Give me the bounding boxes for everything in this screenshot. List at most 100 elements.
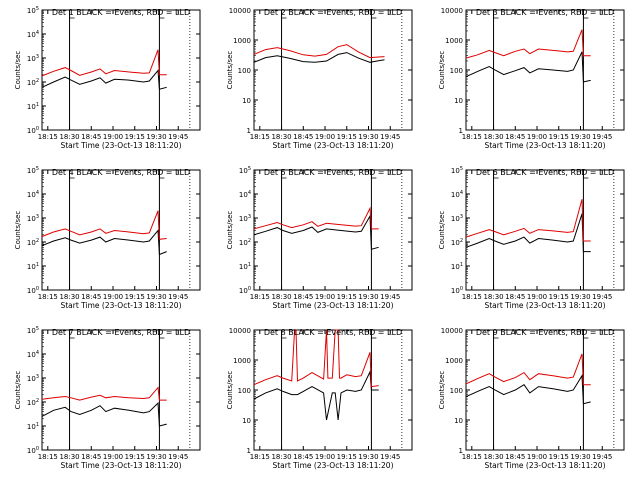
y-tick-label: 105 [451, 166, 463, 175]
series-lld [465, 353, 591, 386]
x-tick-label: 18:45 [505, 453, 525, 461]
y-tick-label: 104 [451, 190, 463, 199]
y-tick-label: 102 [27, 398, 39, 407]
x-tick-label: 19:15 [337, 293, 357, 301]
y-axis-label: Counts/sec [438, 51, 446, 90]
y-axis-label: Counts/sec [226, 51, 234, 90]
x-tick-label: 18:15 [462, 453, 482, 461]
vline-marker [281, 330, 287, 339]
panel-title: Det 3 BLACK = Events, RED = LLD [476, 8, 614, 17]
vline-marker [69, 330, 75, 339]
vline-marker [493, 330, 499, 339]
y-tick-label: 102 [451, 238, 463, 247]
y-tick-label: 105 [27, 6, 39, 15]
x-tick-label: 19:45 [592, 453, 612, 461]
plot-frame [41, 329, 201, 451]
y-tick-label: 10 [454, 97, 463, 105]
series-events [253, 370, 379, 421]
x-tick-label: 18:45 [81, 133, 101, 141]
x-tick-label: 19:15 [549, 133, 569, 141]
y-tick-label: 103 [451, 214, 463, 223]
x-tick-label: 18:15 [250, 293, 270, 301]
plot-frame [253, 329, 413, 451]
x-tick-label: 19:00 [103, 293, 123, 301]
x-axis-label: Start Time (23-Oct-13 18:11:20) [272, 461, 393, 470]
y-tick-label: 100 [238, 67, 251, 75]
x-tick-label: 18:30 [483, 293, 503, 301]
series-lld [253, 329, 379, 388]
y-tick-label: 105 [27, 326, 39, 335]
y-tick-label: 10 [242, 97, 251, 105]
x-tick-label: 18:15 [38, 453, 58, 461]
x-tick-label: 19:15 [337, 453, 357, 461]
vline-marker [159, 10, 165, 19]
y-tick-label: 10000 [229, 327, 251, 335]
y-tick-label: 1 [247, 127, 251, 135]
y-tick-label: 1000 [233, 37, 251, 45]
x-tick-label: 19:00 [315, 453, 335, 461]
x-tick-label: 19:30 [146, 453, 166, 461]
x-tick-label: 19:00 [315, 293, 335, 301]
x-axis-label: Start Time (23-Oct-13 18:11:20) [484, 301, 605, 310]
y-tick-label: 101 [27, 262, 39, 271]
x-tick-label: 19:45 [380, 293, 400, 301]
x-tick-label: 19:15 [549, 453, 569, 461]
vline-marker [583, 10, 589, 19]
vline-marker [371, 330, 377, 339]
vline-marker [371, 170, 377, 179]
x-tick-label: 18:15 [250, 133, 270, 141]
x-tick-label: 18:15 [38, 293, 58, 301]
x-tick-label: 19:00 [527, 453, 547, 461]
x-tick-label: 19:00 [527, 293, 547, 301]
series-events [465, 374, 591, 405]
y-tick-label: 100 [27, 446, 39, 455]
x-tick-label: 19:45 [380, 453, 400, 461]
panel-title: Det 2 BLACK = Events, RED = LLD [264, 8, 402, 17]
y-tick-label: 1000 [445, 357, 463, 365]
plot-frame [253, 169, 413, 291]
x-tick-label: 19:00 [103, 133, 123, 141]
plot-frame [41, 9, 201, 131]
x-tick-label: 18:15 [462, 133, 482, 141]
vline-marker [281, 170, 287, 179]
y-tick-label: 100 [450, 67, 463, 75]
x-tick-label: 19:30 [358, 293, 378, 301]
y-tick-label: 1 [459, 127, 463, 135]
x-tick-label: 19:30 [570, 293, 590, 301]
vline-marker [69, 10, 75, 19]
y-tick-label: 101 [27, 422, 39, 431]
y-tick-label: 104 [27, 190, 39, 199]
x-axis-label: Start Time (23-Oct-13 18:11:20) [60, 461, 181, 470]
y-tick-label: 101 [239, 262, 251, 271]
vline-marker [159, 170, 165, 179]
y-tick-label: 105 [239, 166, 251, 175]
y-tick-label: 10000 [229, 7, 251, 15]
vline-marker [159, 330, 165, 339]
panel-title: Det 1 BLACK = Events, RED = LLD [52, 8, 190, 17]
y-tick-label: 103 [27, 374, 39, 383]
x-tick-label: 19:00 [315, 133, 335, 141]
y-axis-label: Counts/sec [14, 51, 22, 90]
x-tick-label: 19:30 [570, 133, 590, 141]
x-tick-label: 19:15 [125, 453, 145, 461]
x-tick-label: 18:15 [250, 453, 270, 461]
y-tick-label: 10 [242, 417, 251, 425]
y-tick-label: 102 [27, 238, 39, 247]
y-tick-label: 10 [454, 417, 463, 425]
x-tick-label: 19:30 [146, 133, 166, 141]
vline-marker [371, 10, 377, 19]
y-tick-label: 1 [459, 447, 463, 455]
x-tick-label: 18:30 [59, 293, 79, 301]
y-tick-label: 100 [27, 126, 39, 135]
series-lld [253, 206, 379, 230]
series-events [41, 69, 167, 90]
x-tick-label: 18:30 [59, 133, 79, 141]
y-tick-label: 101 [451, 262, 463, 271]
x-tick-label: 19:30 [570, 453, 590, 461]
panel-det-8: 1 10 100 1000 10000 18:15 18:30 18:45 19:00 19:15… [226, 327, 413, 470]
vline-marker [583, 170, 589, 179]
x-tick-label: 18:30 [483, 133, 503, 141]
